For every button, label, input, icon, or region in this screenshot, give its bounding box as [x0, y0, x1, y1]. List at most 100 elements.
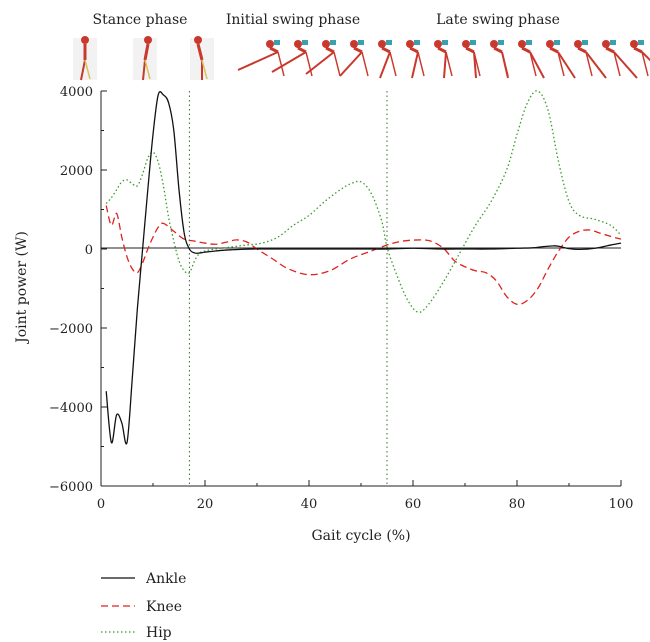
- figure-leg: [443, 51, 447, 79]
- figure-leg: [80, 59, 86, 81]
- figure-trunk: [353, 46, 363, 54]
- figure-leg: [237, 51, 279, 71]
- figure-leg: [379, 51, 391, 79]
- y-tick-label: −2000: [49, 322, 93, 337]
- legend-label-hip: Hip: [146, 625, 172, 641]
- figure-marker: [610, 40, 616, 45]
- figure-head: [294, 40, 302, 48]
- figure-leg: [305, 51, 335, 75]
- figure-leg-back: [529, 51, 537, 77]
- x-tick-label: 0: [97, 497, 105, 512]
- series-line-hip: [105, 90, 622, 313]
- swing-figure: [434, 40, 453, 79]
- figure-marker: [386, 40, 392, 45]
- series-layer: [105, 90, 622, 445]
- phase-label-late-swing: Late swing phase: [436, 12, 560, 28]
- figure-marker: [302, 40, 308, 45]
- figure-trunk: [409, 46, 419, 54]
- x-tick-label: 60: [405, 497, 422, 512]
- phase-label-stance: Stance phase: [93, 12, 188, 28]
- figure-trunk: [381, 46, 391, 54]
- figure-trunk: [196, 43, 204, 61]
- figure-marker: [582, 40, 588, 45]
- swing-figure: [305, 40, 341, 77]
- figure-leg-back: [305, 51, 313, 77]
- figure-marker: [414, 40, 420, 45]
- figure-leg-back: [501, 51, 509, 77]
- swing-figure: [574, 40, 607, 79]
- figure-leg-back: [641, 51, 649, 77]
- figure-trunk: [297, 46, 307, 54]
- x-tick-label: 80: [509, 497, 526, 512]
- swing-figure: [602, 40, 638, 79]
- figure-leg-back: [445, 51, 453, 77]
- figure-head: [144, 36, 152, 44]
- figure-leg-back: [417, 51, 425, 77]
- swing-figure: [271, 40, 313, 77]
- swing-figure: [490, 40, 509, 79]
- y-tick-label: −4000: [49, 401, 93, 416]
- x-tick-label: 100: [609, 497, 634, 512]
- figure-head: [406, 40, 414, 48]
- figure-leg-back: [389, 51, 397, 77]
- figure-head: [630, 40, 638, 48]
- figure-marker: [442, 40, 448, 45]
- figure-leg: [641, 51, 650, 62]
- figure-leg-back: [585, 51, 593, 77]
- figure-leg: [411, 51, 419, 79]
- figure-trunk: [577, 46, 587, 54]
- figure-leg-back: [333, 51, 341, 77]
- figure-leg: [557, 51, 576, 79]
- figure-trunk: [143, 43, 150, 61]
- figure-marker: [470, 40, 476, 45]
- figure-leg-back: [84, 59, 91, 80]
- figure-trunk: [521, 46, 531, 54]
- y-tick-label: 2000: [60, 164, 93, 179]
- series-line-knee: [105, 205, 622, 306]
- figure-leg-back: [144, 59, 151, 80]
- figure-head: [574, 40, 582, 48]
- figure-leg-back: [201, 59, 208, 80]
- figure-trunk: [493, 46, 503, 54]
- swing-figure: [378, 40, 397, 79]
- swing-figure: [546, 40, 576, 79]
- figure-leg-back: [613, 51, 621, 77]
- figure-marker: [274, 40, 280, 45]
- figure-head: [490, 40, 498, 48]
- figure-leg: [339, 51, 363, 77]
- gait-figure-illustration: [73, 36, 650, 81]
- figure-trunk: [465, 46, 475, 54]
- figure-head: [602, 40, 610, 48]
- figure-head: [81, 36, 89, 44]
- legend-label-knee: Knee: [146, 599, 182, 615]
- figure-head: [266, 40, 274, 48]
- figure-head: [378, 40, 386, 48]
- x-tick-label: 20: [197, 497, 214, 512]
- y-axis-label: Joint power (W): [14, 231, 30, 345]
- figure-head: [462, 40, 470, 48]
- figure-trunk: [633, 46, 643, 54]
- y-tick-label: 4000: [60, 85, 93, 100]
- y-tick-label: −6000: [49, 480, 93, 495]
- figure-marker: [330, 40, 336, 45]
- figure-leg-back: [277, 51, 285, 77]
- figure-head: [350, 40, 358, 48]
- figure-leg: [529, 51, 545, 79]
- series-line-ankle: [105, 91, 622, 445]
- figure-trunk: [549, 46, 559, 54]
- swing-figure: [462, 40, 481, 79]
- figure-leg: [585, 51, 607, 79]
- figure-head: [546, 40, 554, 48]
- stick-figure: [190, 36, 214, 80]
- swing-figure: [630, 40, 650, 77]
- figure-trunk: [325, 46, 335, 54]
- phase-label-initial-swing: Initial swing phase: [226, 12, 360, 28]
- figure-head: [322, 40, 330, 48]
- y-tick-label: 0: [85, 243, 93, 258]
- stick-figure: [133, 36, 157, 81]
- figure-leg: [271, 51, 307, 73]
- axis-ticks: −6000 −4000 −2000 0 2000 4000 0 20 40 60 80 100: [49, 85, 633, 512]
- figure-leg: [613, 51, 638, 79]
- legend-label-ankle: Ankle: [145, 571, 186, 587]
